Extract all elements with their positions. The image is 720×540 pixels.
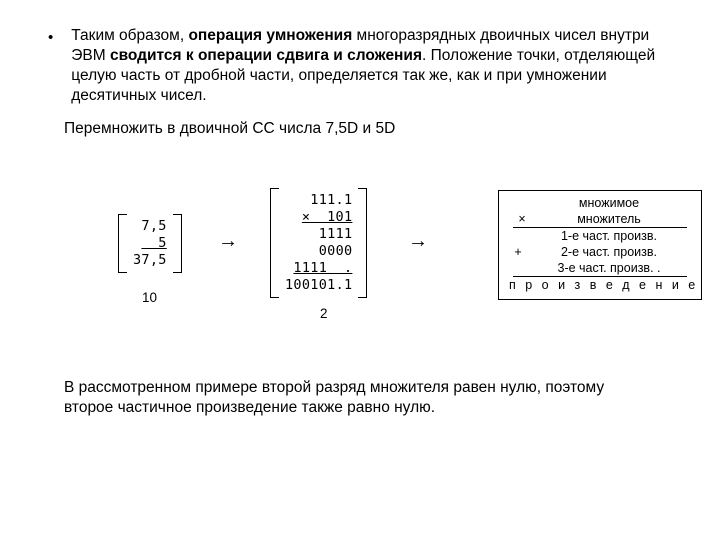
bin-l6: 100101.1 xyxy=(285,277,352,293)
decimal-calc: 7,5 5 37,5 xyxy=(118,214,182,273)
r2-op: × xyxy=(513,211,531,227)
binary-body: 111.1 × 101 1111 0000 1111 . 100101.1 xyxy=(279,188,358,298)
bracket-right-2 xyxy=(358,188,367,298)
bullet-dot: • xyxy=(48,26,53,106)
binary-calc: 111.1 × 101 1111 0000 1111 . 100101.1 xyxy=(270,188,367,298)
bin-l1: 111.1 xyxy=(302,192,353,208)
r5-v: 3-е част. произв. . xyxy=(531,260,687,276)
r4-op: + xyxy=(509,244,527,260)
para-b1: операция умножения xyxy=(188,27,352,44)
r2-v: множитель xyxy=(531,211,687,227)
bin-l4: 0000 xyxy=(310,243,352,259)
dec-l1: 7,5 xyxy=(141,218,166,234)
intro-paragraph: • Таким образом, операция умножения мног… xyxy=(48,26,682,106)
bin-l3: 1111 xyxy=(310,226,352,242)
figures-area: 7,5 5 37,5 10 → 111.1 × 101 1111 0000 11… xyxy=(48,178,682,368)
task-line: Перемножить в двоичной СС числа 7,5D и 5… xyxy=(64,120,682,138)
bracket-left xyxy=(118,214,127,273)
arrow-1: → xyxy=(218,230,238,253)
r5-op xyxy=(513,260,531,276)
schema-box: множимое × множитель 1-е част. произв. +… xyxy=(498,190,702,300)
schema-r6: п р о и з в е д е н и е xyxy=(509,277,691,293)
r1-op xyxy=(509,195,527,211)
schema-r5: 3-е част. произв. . xyxy=(513,260,687,277)
binary-base: 2 xyxy=(320,306,328,321)
paragraph-text: Таким образом, операция умножения многор… xyxy=(71,26,682,106)
schema-r4: + 2-е част. произв. xyxy=(509,244,691,260)
r6-v: п р о и з в е д е н и е xyxy=(509,277,698,293)
arrow-2: → xyxy=(408,230,428,253)
schema-r3: 1-е част. произв. xyxy=(509,228,691,244)
r1-v: множимое xyxy=(527,195,691,211)
dec-l3: 37,5 xyxy=(133,252,167,268)
dec-l2: 5 xyxy=(141,235,166,251)
decimal-base: 10 xyxy=(142,290,157,305)
schema-r2: × множитель xyxy=(513,211,687,228)
bin-l2: × 101 xyxy=(302,209,353,225)
bracket-left-2 xyxy=(270,188,279,298)
schema-r1: множимое xyxy=(509,195,691,211)
para-b2: сводится к операции сдвига и сложения xyxy=(110,47,422,64)
para-pre: Таким образом, xyxy=(71,27,188,44)
r4-v: 2-е част. произв. xyxy=(527,244,691,260)
r3-v: 1-е част. произв. xyxy=(527,228,691,244)
bracket-right xyxy=(173,214,182,273)
bottom-paragraph: В рассмотренном примере второй разряд мн… xyxy=(64,378,644,418)
r3-op xyxy=(509,228,527,244)
bin-l5: 1111 . xyxy=(293,260,352,276)
decimal-body: 7,5 5 37,5 xyxy=(127,214,173,273)
